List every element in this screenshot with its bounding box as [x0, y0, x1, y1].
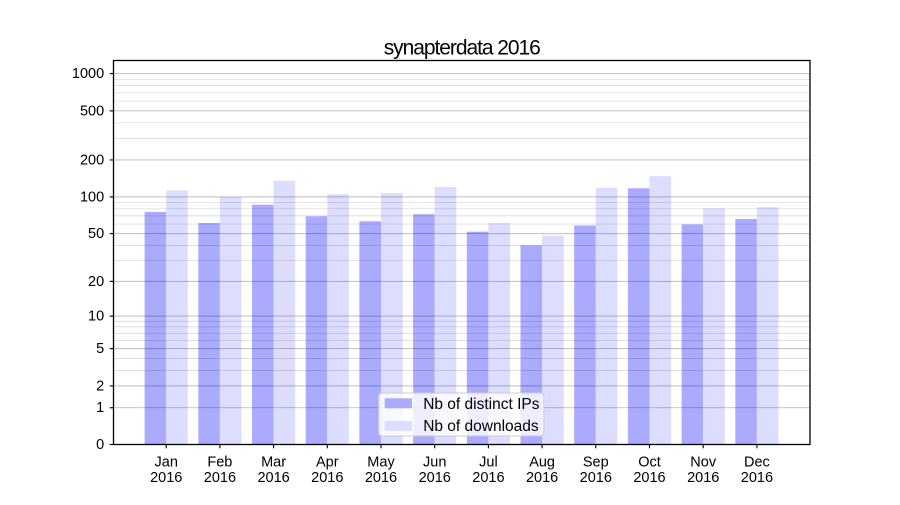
- svg-text:2016: 2016: [472, 470, 504, 486]
- svg-text:1: 1: [96, 400, 104, 416]
- svg-text:Sep: Sep: [583, 455, 609, 471]
- svg-text:200: 200: [80, 152, 104, 168]
- svg-text:2016: 2016: [419, 470, 451, 486]
- svg-text:5: 5: [96, 341, 104, 357]
- svg-text:Jul: Jul: [479, 455, 498, 471]
- svg-text:2016: 2016: [257, 470, 289, 486]
- svg-text:2016: 2016: [580, 470, 612, 486]
- svg-text:Mar: Mar: [261, 455, 286, 471]
- svg-text:2: 2: [96, 378, 104, 394]
- svg-text:500: 500: [80, 103, 104, 119]
- svg-text:Nb of distinct IPs: Nb of distinct IPs: [423, 396, 540, 413]
- svg-text:0: 0: [96, 437, 104, 453]
- svg-text:Jun: Jun: [423, 455, 446, 471]
- svg-text:2016: 2016: [741, 470, 773, 486]
- svg-text:2016: 2016: [150, 470, 182, 486]
- svg-text:1000: 1000: [72, 66, 104, 82]
- svg-text:Dec: Dec: [744, 455, 770, 471]
- svg-text:2016: 2016: [633, 470, 665, 486]
- svg-text:Apr: Apr: [316, 455, 339, 471]
- svg-text:2016: 2016: [687, 470, 719, 486]
- svg-text:Nov: Nov: [690, 455, 717, 471]
- svg-text:20: 20: [88, 274, 104, 290]
- svg-text:2016: 2016: [526, 470, 558, 486]
- svg-text:Oct: Oct: [638, 455, 661, 471]
- svg-text:synapterdata 2016: synapterdata 2016: [384, 37, 540, 60]
- svg-text:Nb of downloads: Nb of downloads: [423, 418, 539, 435]
- svg-text:2016: 2016: [365, 470, 397, 486]
- svg-text:Feb: Feb: [207, 455, 232, 471]
- svg-text:May: May: [367, 455, 395, 471]
- svg-text:Aug: Aug: [529, 455, 555, 471]
- svg-text:Jan: Jan: [155, 455, 178, 471]
- svg-text:50: 50: [88, 226, 104, 242]
- svg-text:2016: 2016: [311, 470, 343, 486]
- svg-text:100: 100: [80, 189, 104, 205]
- svg-text:2016: 2016: [204, 470, 236, 486]
- svg-text:10: 10: [88, 309, 104, 325]
